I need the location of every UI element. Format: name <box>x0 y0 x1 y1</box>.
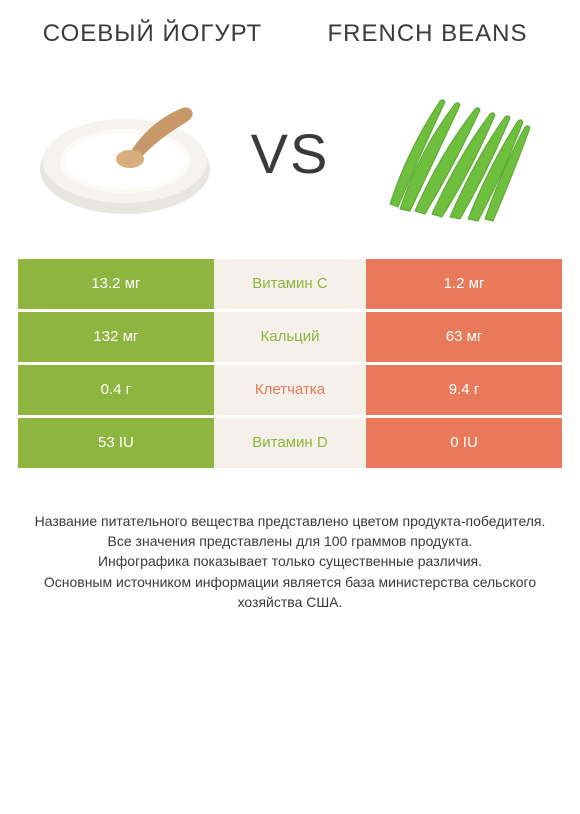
table-row: 53 IU Витамин D 0 IU <box>18 418 562 468</box>
left-product-title: Соевый йогурт <box>40 20 265 49</box>
right-value: 9.4 г <box>366 365 562 415</box>
nutrient-label: Витамин C <box>214 259 366 309</box>
right-value: 63 мг <box>366 312 562 362</box>
nutrient-label: Клетчатка <box>214 365 366 415</box>
table-row: 132 мг Кальций 63 мг <box>18 312 562 362</box>
footer-line: Все значения представлены для 100 граммо… <box>30 531 550 551</box>
right-value: 0 IU <box>366 418 562 468</box>
left-value: 132 мг <box>18 312 214 362</box>
right-product-title: French beans <box>315 20 540 49</box>
left-value: 13.2 мг <box>18 259 214 309</box>
footer-notes: Название питательного вещества представл… <box>0 471 580 612</box>
table-row: 0.4 г Клетчатка 9.4 г <box>18 365 562 415</box>
footer-line: Инфографика показывает только существенн… <box>30 551 550 571</box>
nutrient-label: Кальций <box>214 312 366 362</box>
right-value: 1.2 мг <box>366 259 562 309</box>
images-row: VS <box>0 59 580 259</box>
right-product-image <box>360 69 550 239</box>
vs-label: VS <box>251 121 330 186</box>
left-product-image <box>30 69 220 239</box>
table-row: 13.2 мг Витамин C 1.2 мг <box>18 259 562 309</box>
header: Соевый йогурт French beans <box>0 0 580 59</box>
nutrient-label: Витамин D <box>214 418 366 468</box>
left-value: 53 IU <box>18 418 214 468</box>
footer-line: Название питательного вещества представл… <box>30 511 550 531</box>
left-value: 0.4 г <box>18 365 214 415</box>
comparison-table: 13.2 мг Витамин C 1.2 мг 132 мг Кальций … <box>0 259 580 468</box>
footer-line: Основным источником информации является … <box>30 572 550 613</box>
